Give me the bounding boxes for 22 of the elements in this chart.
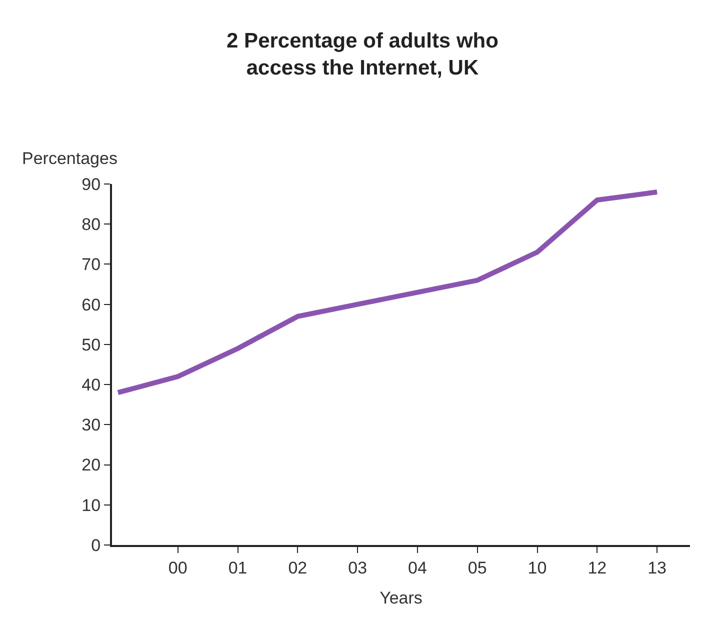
x-tick-label: 05 [468,558,487,578]
x-tick-label: 04 [408,558,427,578]
y-tick-label: 50 [82,335,101,354]
x-tick-label: 13 [648,558,667,578]
y-tick-label: 40 [82,376,101,395]
x-tick-label: 02 [288,558,308,578]
x-tick-label: 10 [528,558,547,578]
x-tick-label: 12 [588,558,607,578]
y-tick-label: 60 [82,295,101,314]
y-tick-label: 70 [82,255,101,274]
y-tick-label: 0 [91,536,101,555]
y-axis-title: Percentages [22,149,118,168]
x-tick-label: 03 [348,558,368,578]
y-tick-label: 90 [82,174,101,194]
y-tick-label: 10 [82,496,101,515]
chart-title: 2 Percentage of adults who access the Internet, UK [226,29,498,80]
x-tick-label: 00 [168,558,188,578]
y-tick-label: 20 [82,456,101,475]
y-tick-label: 80 [82,215,101,234]
y-tick-label: 30 [82,416,101,435]
x-axis-title: Years [380,588,422,608]
x-tick-label: 01 [228,558,248,578]
